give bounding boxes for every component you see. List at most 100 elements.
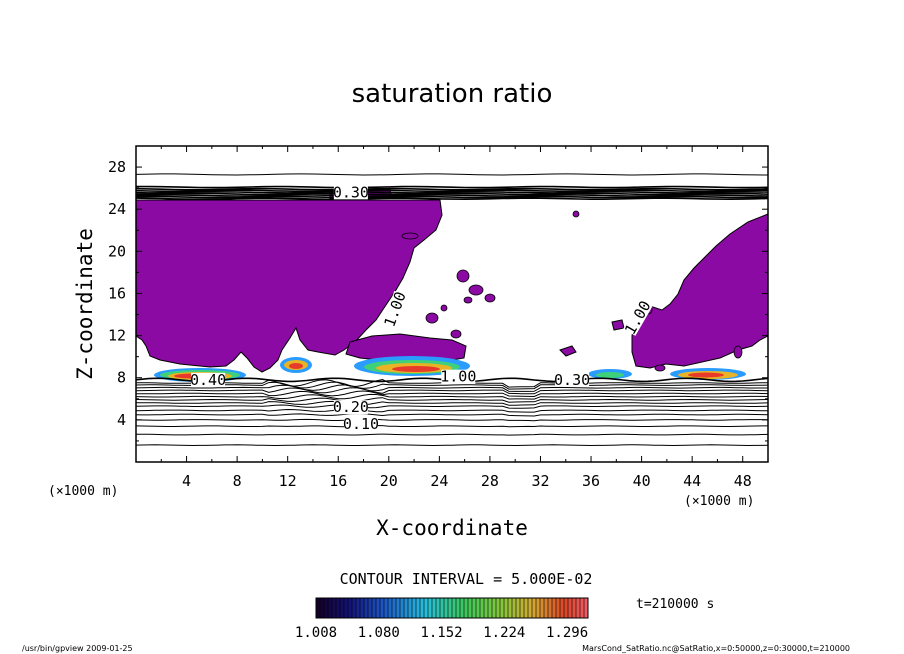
colorbar-segment [468,598,473,618]
lower-contour-line [136,418,768,422]
y-tick-label: 12 [108,327,126,345]
contour-label-bg [623,299,653,336]
y-tick-label: 8 [117,369,126,387]
upper-contour-line [136,185,768,189]
y-tick-label: 24 [108,200,126,218]
colorbar-segment [388,598,393,618]
colorbar-segment [464,598,469,618]
colorbar-segment [496,598,501,618]
cloud-blobs [401,210,743,372]
colorbar-tick-label: 1.152 [420,625,462,641]
colorbar-segment [368,598,373,618]
x-tick-label: 24 [430,472,448,490]
colorbar-segment [332,598,337,618]
colorbar-segment [488,598,493,618]
y-tick-label: 4 [117,411,126,429]
x-tick-label: 16 [329,472,347,490]
colorbar-segment [572,598,577,618]
colorbar-segment [540,598,545,618]
colorbar-segment [444,598,449,618]
colorbar-segment [440,598,445,618]
lower-contour-line [136,444,768,447]
x-tick-label: 36 [582,472,600,490]
plot-area: 0.300.200.101.00 1.000.40 0.301.00 [136,146,768,462]
colorbar-segment [504,598,509,618]
colorbar-tick-label: 1.296 [546,625,588,641]
y-tick-label: 28 [108,158,126,176]
colorbar-tick-label: 1.224 [483,625,525,641]
contour-label-bg [191,372,226,387]
contour-label-bg [555,372,590,387]
colorbar-tick-label: 1.008 [295,625,337,641]
lower-contour-line [136,393,768,400]
colorbar-segment [460,598,465,618]
colorbar-segment [436,598,441,618]
colorbar-segment [528,598,533,618]
y-axis: 4 8 12 16 20 24 28 [108,158,768,442]
lower-contour-line [136,424,768,428]
contour-label: 0.30 [333,183,369,201]
colorbar-segment [516,598,521,618]
colorbar-segment [560,598,565,618]
x-axis: 4 8 12 16 20 24 28 32 36 40 44 48 [160,146,752,490]
y-tick-label: 20 [108,242,126,260]
x-tick-label: 4 [182,472,191,490]
colorbar-segment [356,598,361,618]
chart-title: saturation ratio [352,79,553,109]
upper-contour-lines [136,173,768,201]
upper-contour-line [136,192,768,196]
x-tick-label: 44 [683,472,701,490]
colorbar-segment [316,598,321,618]
colorbar-segment [480,598,485,618]
lower-contour-line [136,412,768,417]
colorbar-segment [344,598,349,618]
contour-label-bg [333,400,368,415]
upper-contour-line [136,173,768,176]
y-tick-label: 16 [108,284,126,302]
lower-contour-line [136,404,768,409]
contour-label: 0.10 [343,415,379,433]
colorbar-segment [492,598,497,618]
lower-contour-line [136,387,768,395]
colorbar-segment [576,598,581,618]
upper-contour-line [136,190,768,194]
x-tick-label: 8 [233,472,242,490]
colorbar-segment [580,598,585,618]
upper-contour-line [136,197,768,201]
contour-label: 0.30 [554,371,590,389]
footer-left: /usr/bin/gpview 2009-01-25 [22,644,133,653]
colorbar-segment [524,598,529,618]
colorbar-segment [340,598,345,618]
colorbar-segment [416,598,421,618]
colorbar-segment [404,598,409,618]
colorbar-segment [324,598,329,618]
supersat-region-left [136,199,443,373]
lower-contour-line [136,384,768,392]
colorbar-segment [552,598,557,618]
colorbar-segment [476,598,481,618]
colorbar-segment [448,598,453,618]
colorbar-segment [428,598,433,618]
contour-label-bg [333,185,368,200]
colorbar-segment [536,598,541,618]
lower-contour-line [136,400,768,406]
colorbar-segment [352,598,357,618]
colorbar-segment [412,598,417,618]
colorbar-segment [564,598,569,618]
colorbar-segment [348,598,353,618]
x-tick-label: 48 [734,472,752,490]
x-tick-label: 20 [380,472,398,490]
colorbar-segment [484,598,489,618]
x-axis-title: X-coordinate [376,516,528,540]
colorbar-segment [584,598,589,618]
colorbar-segment [392,598,397,618]
colorbar-segment [328,598,333,618]
contour-label-bg [441,369,476,384]
colorbar-tick-label: 1.080 [358,625,400,641]
y-axis-title: Z-coordinate [73,228,97,380]
colorbar-segment [512,598,517,618]
supersat-patch-mid [345,333,467,363]
colorbar-segment [568,598,573,618]
upper-contour-line [136,187,768,191]
colorbar-segment [360,598,365,618]
